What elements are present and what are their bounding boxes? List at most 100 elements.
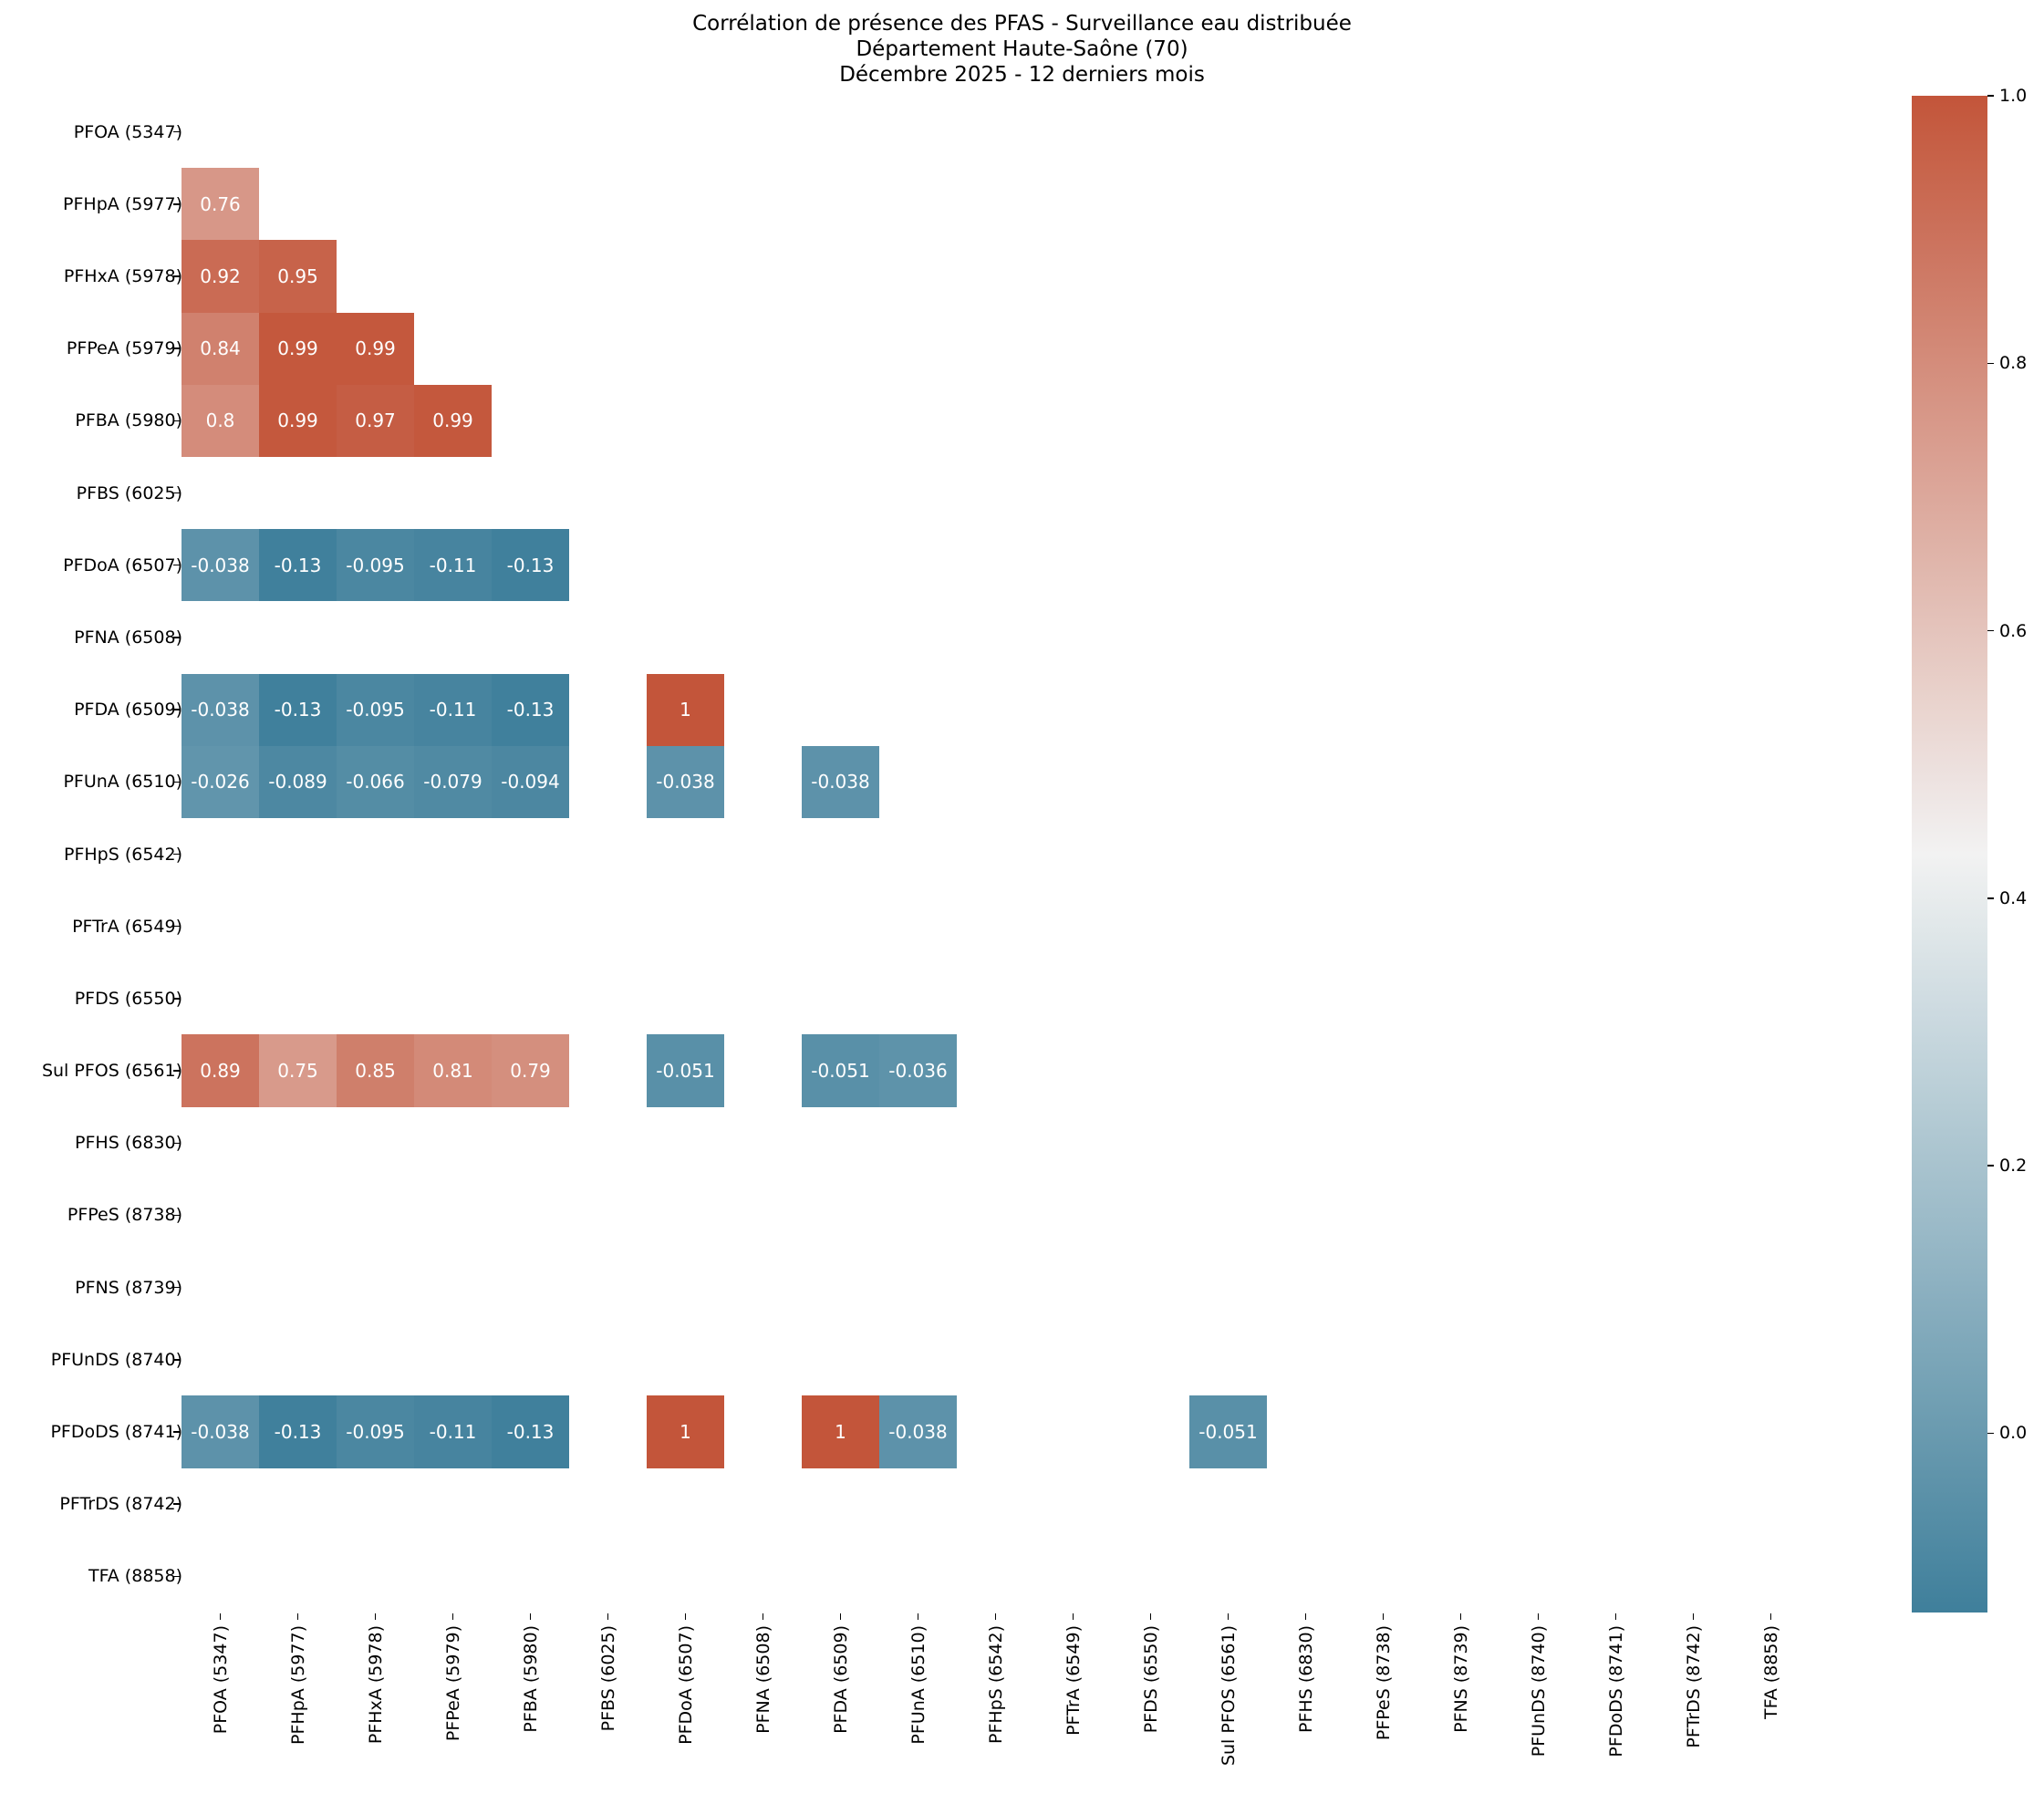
- y-tick-mark: [173, 781, 180, 783]
- chart-title: Corrélation de présence des PFAS - Surve…: [0, 11, 2044, 88]
- heatmap-cell: -0.13: [259, 529, 337, 602]
- y-tick-mark: [173, 1575, 180, 1578]
- y-tick-mark: [173, 925, 180, 928]
- colorbar-tick-label: 0.0: [1999, 1423, 2028, 1444]
- x-tick-mark: [607, 1613, 609, 1620]
- x-tick-label: PFHS (6830): [1295, 1625, 1316, 1733]
- y-tick-label: PFDS (6550): [74, 988, 182, 1009]
- x-tick-mark: [374, 1613, 377, 1620]
- heatmap-cell: -0.036: [879, 1034, 957, 1107]
- x-tick-label: PFDS (6550): [1140, 1625, 1161, 1734]
- heatmap-cell: -0.089: [259, 745, 337, 818]
- x-tick-label: PFUnA (6510): [908, 1625, 929, 1745]
- heatmap-cell: -0.13: [492, 1395, 569, 1468]
- heatmap-cell: 0.76: [182, 168, 259, 241]
- y-tick-mark: [173, 1503, 180, 1505]
- colorbar-tick-label: 0.6: [1999, 620, 2028, 641]
- x-tick-mark: [1227, 1613, 1230, 1620]
- y-tick-mark: [173, 1431, 180, 1433]
- heatmap-cell: 0.81: [414, 1034, 492, 1107]
- heatmap-cell: -0.051: [647, 1034, 724, 1107]
- heatmap-cell: -0.038: [647, 745, 724, 818]
- heatmap-grid: 0.76 0.92 0.95 0.84 0.99 0.99 0.8 0.99 0.97 0.99-…: [182, 96, 1810, 1613]
- x-tick-label: PFNA (6508): [752, 1625, 773, 1734]
- heatmap-cell: -0.11: [414, 673, 492, 746]
- colorbar-tick-mark: [1987, 1432, 1994, 1435]
- y-tick-mark: [173, 275, 180, 277]
- title-line-1: Corrélation de présence des PFAS - Surve…: [692, 12, 1352, 36]
- heatmap-cell: -0.095: [337, 1395, 414, 1468]
- x-tick-label: PFTrA (6549): [1063, 1625, 1084, 1736]
- y-tick-label: PFHxA (5978): [63, 265, 182, 286]
- x-tick-mark: [1382, 1613, 1385, 1620]
- y-tick-label: TFA (8858): [88, 1566, 182, 1587]
- heatmap-cell: -0.038: [879, 1395, 957, 1468]
- y-tick-mark: [173, 492, 180, 494]
- x-tick-label: PFNS (8739): [1450, 1625, 1471, 1733]
- x-tick-mark: [1149, 1613, 1152, 1620]
- y-tick-mark: [173, 998, 180, 1000]
- y-tick-mark: [173, 564, 180, 566]
- x-tick-label: PFHxA (5978): [365, 1625, 386, 1745]
- x-tick-label: PFTrDS (8742): [1683, 1625, 1704, 1748]
- heatmap-cell: -0.11: [414, 1395, 492, 1468]
- x-tick-label: PFOA (5347): [210, 1625, 231, 1735]
- x-tick-mark: [1537, 1613, 1540, 1620]
- x-tick-label: Sul PFOS (6561): [1218, 1625, 1239, 1767]
- y-tick-mark: [173, 203, 180, 205]
- title-line-3: Décembre 2025 - 12 derniers mois: [839, 63, 1205, 87]
- y-tick-label: PFUnDS (8740): [50, 1349, 182, 1370]
- colorbar-tick-mark: [1987, 95, 1994, 97]
- y-tick-label: PFHpS (6542): [63, 844, 182, 865]
- x-tick-label: PFDoA (6507): [675, 1625, 696, 1745]
- heatmap-cell: 0.8: [182, 384, 259, 457]
- x-tick-mark: [684, 1613, 687, 1620]
- colorbar: [1912, 96, 1987, 1613]
- x-tick-label: PFHpA (5977): [287, 1625, 308, 1745]
- x-tick-mark: [994, 1613, 997, 1620]
- heatmap-cell: -0.038: [802, 745, 879, 818]
- y-tick-mark: [173, 853, 180, 856]
- x-tick-mark: [1304, 1613, 1307, 1620]
- y-tick-label: PFNA (6508): [74, 627, 182, 648]
- heatmap-cell: -0.026: [182, 745, 259, 818]
- heatmap-cell: 1: [802, 1395, 879, 1468]
- heatmap-cell: -0.13: [259, 1395, 337, 1468]
- y-tick-mark: [173, 1359, 180, 1361]
- heatmap-cell: 0.85: [337, 1034, 414, 1107]
- y-tick-label: PFHS (6830): [75, 1133, 182, 1154]
- heatmap-cell: 0.99: [337, 312, 414, 385]
- x-tick-mark: [1459, 1613, 1462, 1620]
- heatmap-cell: 0.97: [337, 384, 414, 457]
- heatmap-cell: -0.051: [1189, 1395, 1267, 1468]
- colorbar-tick-label: 0.8: [1999, 353, 2028, 374]
- heatmap-cell: -0.11: [414, 529, 492, 602]
- x-tick-label: PFUnDS (8740): [1528, 1625, 1549, 1758]
- x-tick-mark: [219, 1613, 222, 1620]
- heatmap-cell: 0.75: [259, 1034, 337, 1107]
- heatmap-cell: 0.99: [259, 312, 337, 385]
- y-tick-label: Sul PFOS (6561): [41, 1061, 182, 1082]
- heatmap-cell: -0.13: [492, 529, 569, 602]
- x-tick-mark: [839, 1613, 842, 1620]
- colorbar-tick-mark: [1987, 629, 1994, 632]
- y-tick-label: PFHpA (5977): [63, 193, 182, 214]
- heatmap-cell: -0.066: [337, 745, 414, 818]
- x-tick-label: PFBA (5980): [520, 1625, 541, 1733]
- colorbar-tick-label: 0.2: [1999, 1156, 2028, 1177]
- y-tick-mark: [173, 1286, 180, 1289]
- heatmap-cell: 1: [647, 673, 724, 746]
- heatmap-cell: 0.92: [182, 240, 259, 313]
- y-tick-label: PFPeA (5979): [66, 338, 182, 359]
- heatmap-cell: -0.038: [182, 529, 259, 602]
- y-tick-label: PFDoDS (8741): [50, 1422, 182, 1443]
- heatmap-cell: -0.038: [182, 1395, 259, 1468]
- colorbar-tick-mark: [1987, 362, 1994, 365]
- x-tick-mark: [296, 1613, 299, 1620]
- y-tick-mark: [173, 709, 180, 710]
- colorbar-tick-label: 0.4: [1999, 887, 2028, 908]
- y-tick-label: PFNS (8739): [75, 1277, 182, 1298]
- y-tick-mark: [173, 1142, 180, 1144]
- y-tick-label: PFTrA (6549): [72, 916, 182, 937]
- x-tick-label: PFPeA (5979): [442, 1625, 463, 1742]
